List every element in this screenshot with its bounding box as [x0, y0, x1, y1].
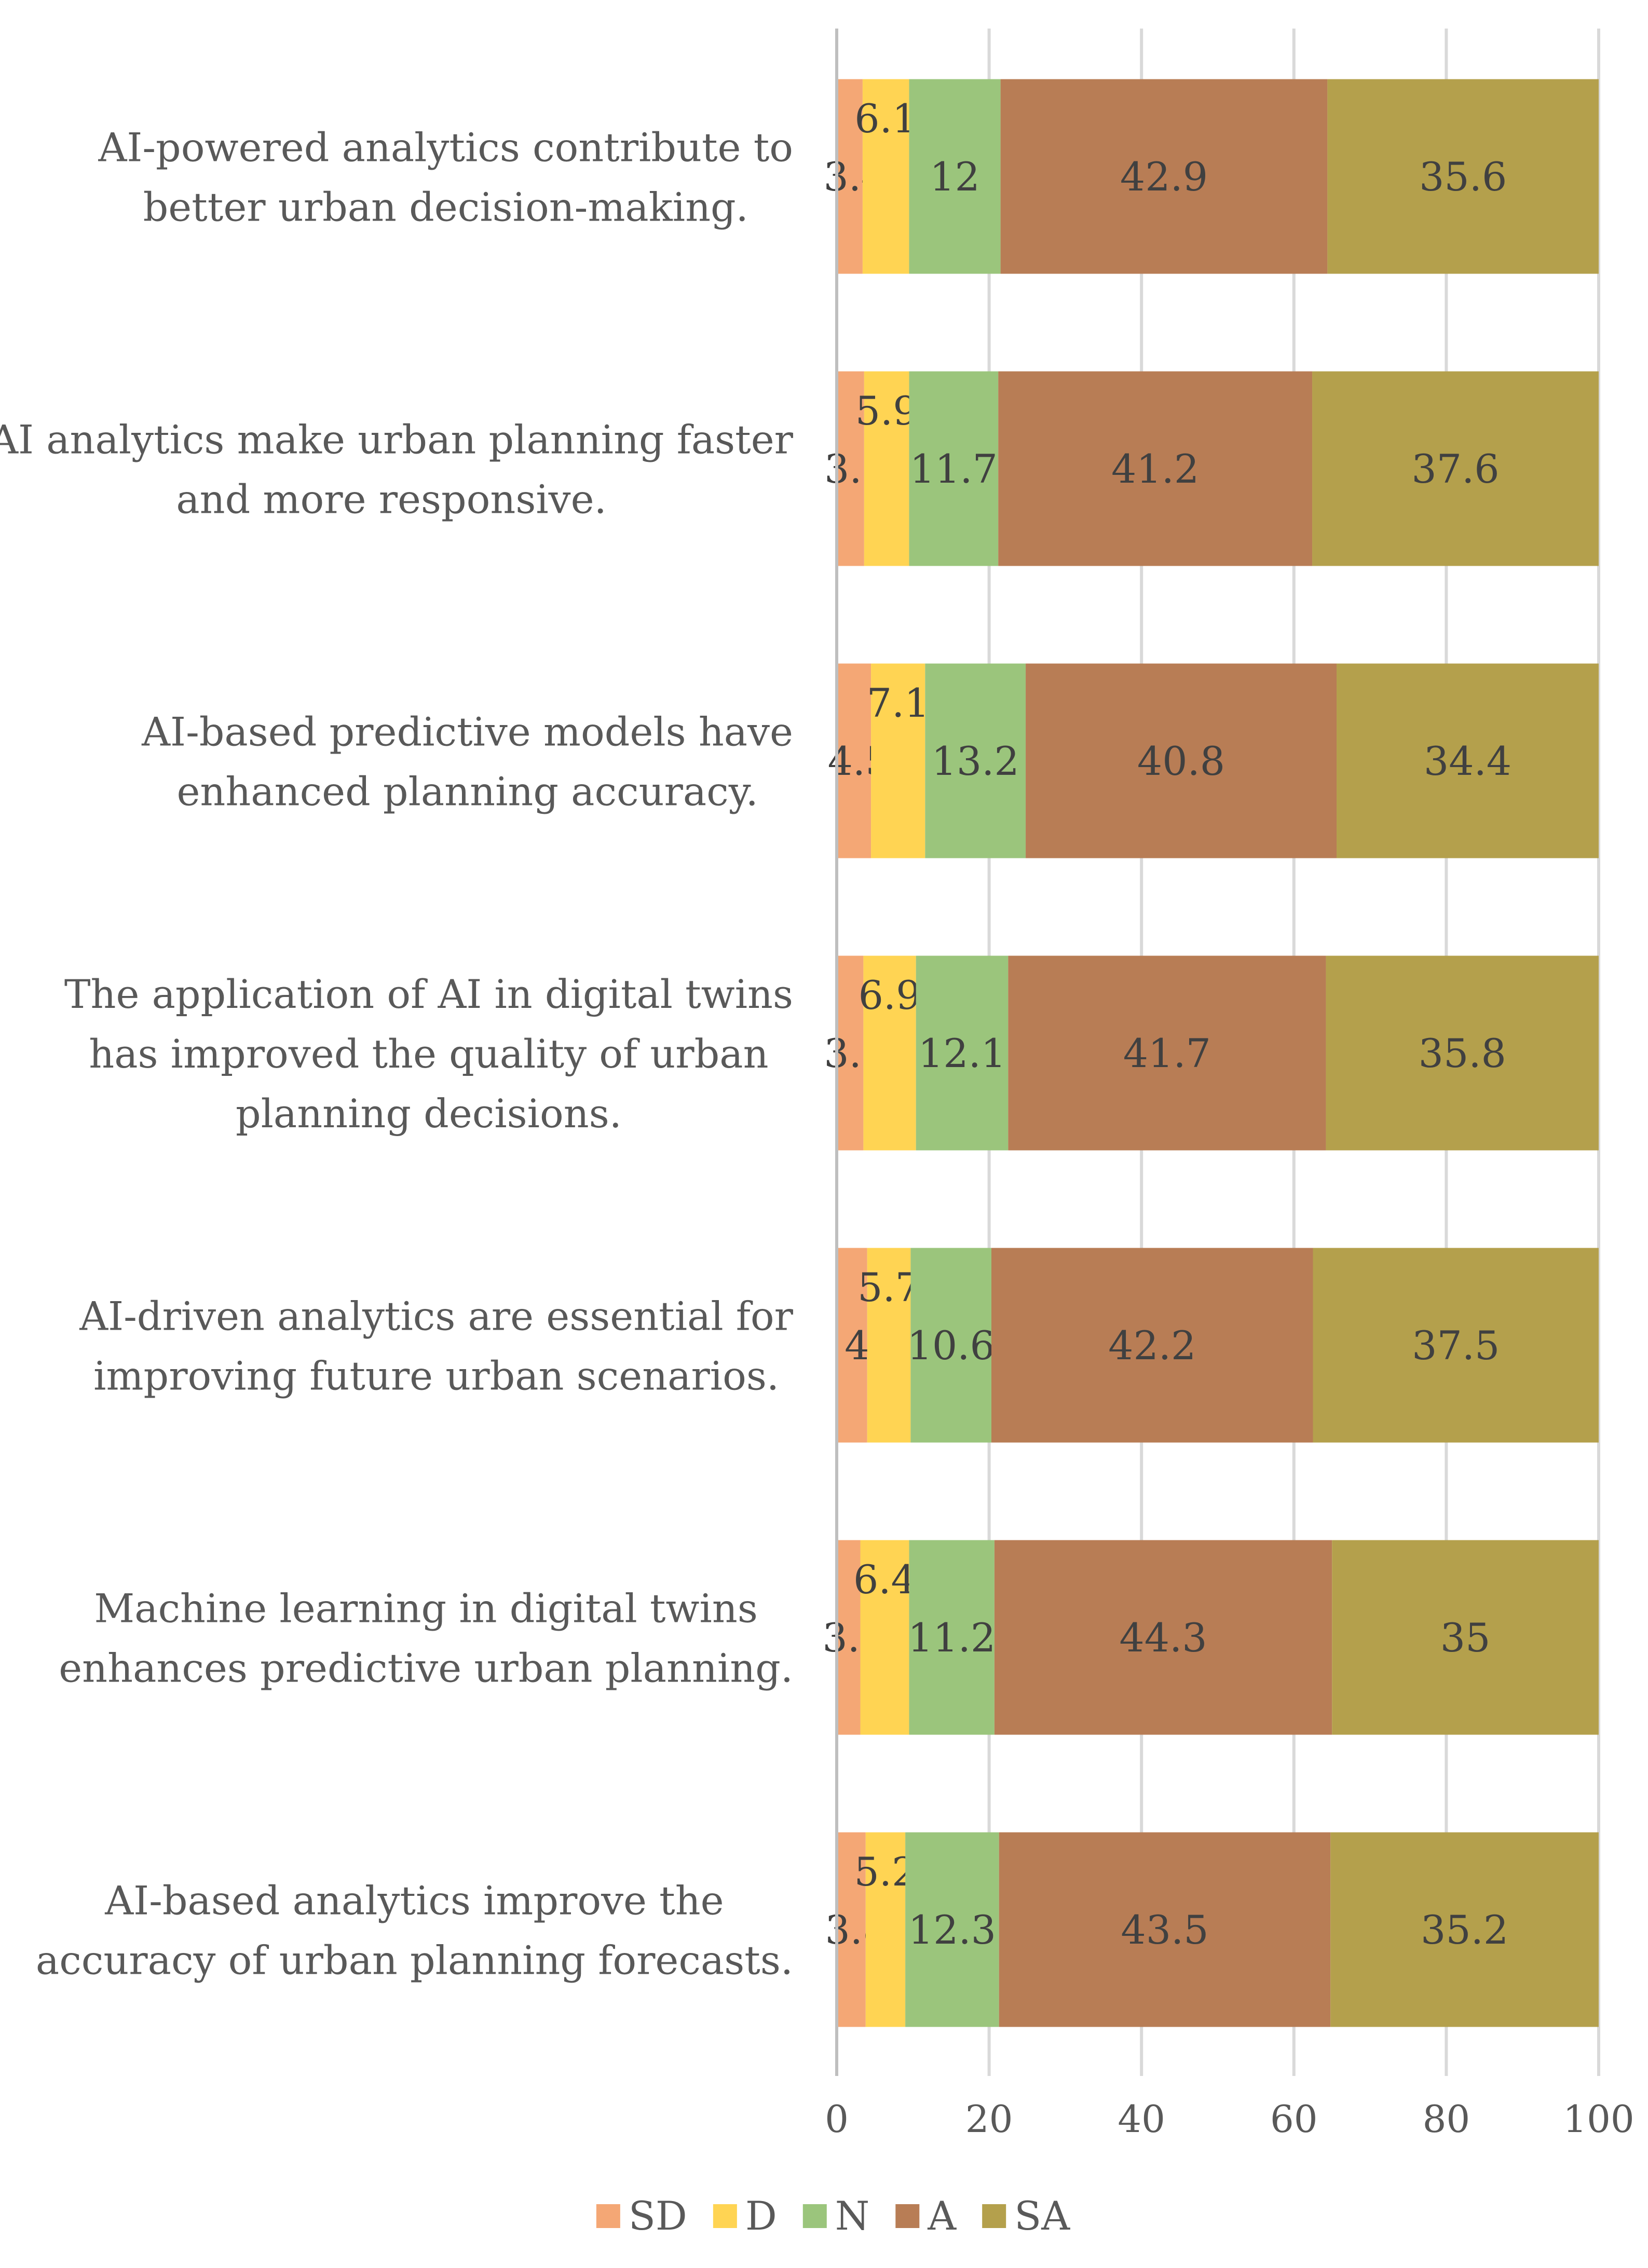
data-label-d: 6.4 [853, 1556, 916, 1603]
category-label-line: better urban decision-making. [143, 184, 748, 230]
bar-segment-d [860, 1540, 909, 1735]
x-tick-label: 0 [825, 2097, 849, 2141]
legend-label-sd: SD [629, 2193, 687, 2239]
bar-segment-sa [1337, 663, 1599, 858]
category-label-line: has improved the quality of urban [89, 1031, 768, 1077]
data-label-sa: 34.4 [1424, 738, 1511, 784]
bar-segment-sa [1327, 79, 1599, 274]
legend-label-d: D [745, 2193, 777, 2239]
data-label-a: 41.2 [1111, 446, 1199, 492]
category-label-line: planning decisions. [236, 1090, 622, 1137]
category-label-line: AI analytics make urban planning faster [0, 417, 794, 463]
category-label-line: AI-powered analytics contribute to [98, 125, 793, 171]
category-label-line: and more responsive. [176, 476, 606, 523]
plot-area: 3.46.112 42.9 35.63.65.911.7 41.2 37.64.57.1… [822, 79, 1599, 2027]
x-tick-label: 80 [1423, 2097, 1470, 2141]
bar-segment-a [994, 1540, 1332, 1735]
bar-segment-a [998, 371, 1313, 566]
bar-segment-d [865, 1832, 906, 2027]
bar-segment-n [909, 79, 1001, 274]
bar-segment-n [909, 1540, 995, 1735]
legend-swatch-sa [982, 2204, 1006, 2228]
data-label-d: 6.9 [859, 972, 921, 1018]
data-label-n: 12.3 [908, 1907, 996, 1953]
x-tick-label: 20 [965, 2097, 1013, 2141]
legend-swatch-n [802, 2204, 827, 2228]
bar-segment-a [1000, 79, 1328, 274]
bar-segment-d [864, 371, 909, 566]
bar-segment-n [909, 371, 999, 566]
data-label-a: 41.7 [1123, 1030, 1211, 1076]
bar-segment-sa [1326, 955, 1599, 1151]
data-label-d: 5.9 [855, 388, 918, 434]
data-label-a: 40.8 [1137, 738, 1225, 784]
data-label-sa: 37.5 [1412, 1322, 1500, 1369]
data-label-n: 12 [930, 154, 980, 200]
value-axis: 0 20 40 60 80 100 [825, 29, 1635, 2141]
data-label-a: 44.3 [1119, 1615, 1207, 1661]
data-label-sa: 35.8 [1419, 1030, 1506, 1076]
legend: SD D N A SA [596, 2193, 1070, 2239]
bar-segment-d [871, 663, 925, 858]
bar-segment-sd [837, 371, 864, 566]
category-label-line: Machine learning in digital twins [94, 1586, 757, 1632]
bar-segment-a [999, 1832, 1331, 2027]
data-label-d: 5.7 [857, 1264, 920, 1310]
data-label-n: 11.2 [908, 1615, 996, 1661]
category-label-line: AI-based analytics improve the [104, 1878, 724, 1924]
data-label-n: 12.1 [918, 1030, 1006, 1076]
bar-segment-a [1026, 663, 1337, 858]
category-label-line: The application of AI in digital twins [64, 971, 793, 1017]
bar-segment-sd [837, 663, 871, 858]
data-label-n: 13.2 [932, 738, 1019, 784]
category-axis: AI-powered analytics contribute to better… [0, 125, 794, 1984]
bar-segment-d [863, 955, 916, 1151]
bar-segment-sa [1332, 1540, 1599, 1735]
bar-segment-sd [837, 79, 863, 274]
category-label-line: accuracy of urban planning forecasts. [36, 1937, 793, 1984]
legend-label-n: N [835, 2193, 870, 2239]
data-label-a: 42.9 [1120, 154, 1208, 200]
bar-segment-n [905, 1832, 999, 2027]
bar-segment-sd [837, 1832, 866, 2027]
bar-segment-sd [837, 955, 864, 1151]
data-label-a: 43.5 [1121, 1907, 1208, 1953]
legend-swatch-a [895, 2204, 920, 2228]
category-label-line: AI-based predictive models have [141, 709, 793, 755]
data-label-n: 10.6 [907, 1322, 995, 1369]
x-tick-label: 40 [1118, 2097, 1165, 2141]
bar-segment-n [925, 663, 1026, 858]
bar-segment-n [910, 1248, 992, 1443]
data-label-sa: 37.6 [1411, 446, 1499, 492]
data-label-a: 42.2 [1108, 1322, 1196, 1369]
category-label-line: AI-driven analytics are essential for [79, 1293, 793, 1340]
legend-swatch-d [713, 2204, 737, 2228]
data-label-d: 7.1 [867, 680, 930, 726]
data-label-n: 11.7 [910, 446, 998, 492]
bar-segment-n [916, 955, 1009, 1151]
bar-segment-a [1008, 955, 1326, 1151]
category-label-line: improving future urban scenarios. [93, 1353, 779, 1399]
bar-segment-sa [1312, 371, 1599, 566]
data-label-d: 6.1 [854, 95, 917, 142]
data-label-sa: 35 [1440, 1615, 1491, 1661]
bar-segment-d [862, 79, 909, 274]
bar-segment-sa [1313, 1248, 1599, 1443]
bar-segment-sd [837, 1248, 867, 1443]
category-label-line: enhances predictive urban planning. [59, 1645, 793, 1691]
data-label-sd: 4 [845, 1322, 869, 1369]
legend-label-a: A [927, 2193, 957, 2239]
x-tick-label: 100 [1563, 2097, 1634, 2141]
bar-segment-d [867, 1248, 911, 1443]
data-label-sa: 35.6 [1419, 154, 1507, 200]
data-label-sa: 35.2 [1421, 1907, 1508, 1953]
bar-segment-a [991, 1248, 1313, 1443]
category-label-line: enhanced planning accuracy. [176, 769, 758, 815]
bar-segment-sa [1330, 1832, 1599, 2027]
legend-swatch-sd [596, 2204, 620, 2228]
x-tick-label: 60 [1270, 2097, 1318, 2141]
bar-segment-sd [837, 1540, 861, 1735]
legend-label-sa: SA [1014, 2193, 1070, 2239]
